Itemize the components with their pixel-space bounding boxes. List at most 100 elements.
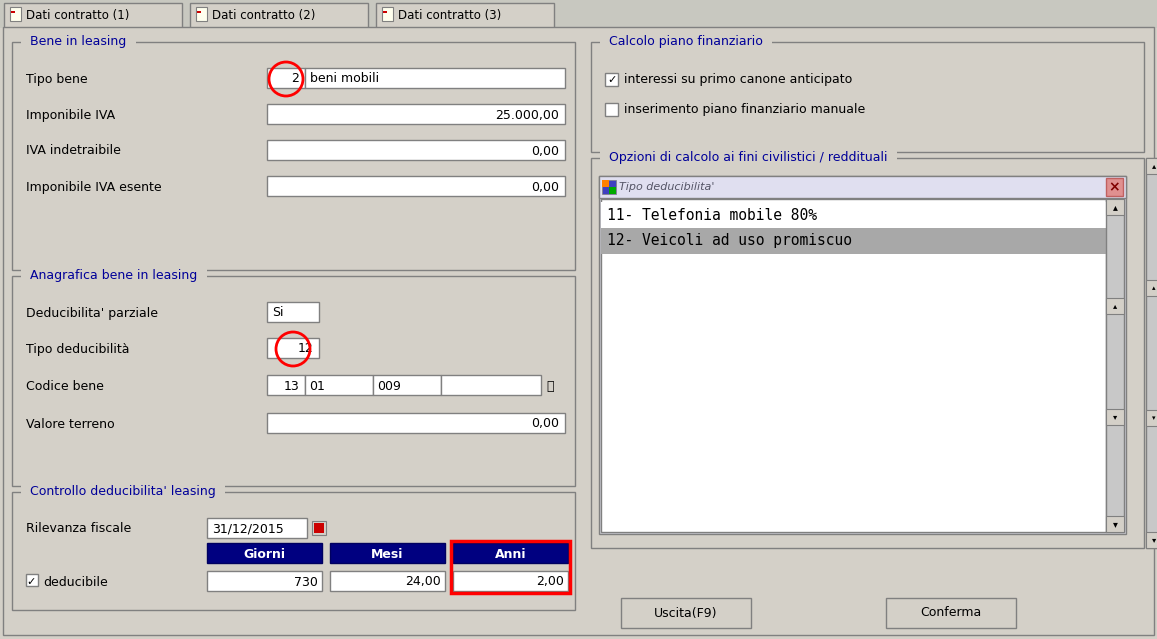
Bar — [10, 7, 21, 21]
Bar — [207, 571, 322, 591]
Text: ▴: ▴ — [1152, 285, 1156, 291]
Text: 12: 12 — [297, 343, 314, 355]
Text: IVA indetraibile: IVA indetraibile — [25, 144, 120, 157]
Bar — [330, 543, 445, 563]
Bar — [0, 0, 1157, 28]
Text: Anni: Anni — [495, 548, 526, 560]
Text: ✓: ✓ — [25, 577, 36, 587]
Bar — [305, 68, 565, 88]
Text: Uscita(F9): Uscita(F9) — [654, 606, 717, 619]
Bar — [267, 338, 319, 358]
Bar — [599, 176, 1126, 534]
Bar — [600, 199, 1106, 532]
Bar — [1145, 158, 1157, 174]
Text: ▴: ▴ — [1152, 162, 1156, 171]
Bar — [12, 11, 15, 13]
Text: Tipo deducibilita': Tipo deducibilita' — [619, 182, 714, 192]
Text: Dati contratto (1): Dati contratto (1) — [25, 10, 130, 22]
Bar — [605, 73, 618, 86]
Bar — [621, 598, 751, 628]
Text: 0,00: 0,00 — [531, 144, 559, 157]
Bar — [373, 375, 441, 395]
Text: 2,00: 2,00 — [536, 576, 563, 589]
Text: ▴: ▴ — [1113, 202, 1118, 212]
Bar — [267, 413, 565, 433]
Text: 31/12/2015: 31/12/2015 — [212, 523, 283, 535]
Bar — [267, 375, 305, 395]
Bar — [599, 176, 1126, 198]
Text: Opzioni di calcolo ai fini civilistici / reddituali: Opzioni di calcolo ai fini civilistici /… — [600, 151, 896, 164]
Bar — [312, 521, 326, 535]
Bar — [591, 158, 1144, 548]
Text: Imponibile IVA esente: Imponibile IVA esente — [25, 180, 162, 194]
Bar — [314, 523, 324, 533]
Bar — [12, 42, 575, 270]
Text: 0,00: 0,00 — [531, 417, 559, 431]
Bar — [609, 187, 616, 194]
Text: 0,00: 0,00 — [531, 180, 559, 194]
Text: Tipo bene: Tipo bene — [25, 72, 88, 86]
Text: Giorni: Giorni — [243, 548, 286, 560]
Text: 2: 2 — [292, 72, 299, 86]
Text: ▾: ▾ — [1113, 413, 1118, 422]
Bar — [1145, 158, 1157, 548]
Bar — [305, 375, 373, 395]
Text: 11- Telefonia mobile 80%: 11- Telefonia mobile 80% — [607, 208, 817, 222]
Bar — [267, 68, 305, 88]
Bar — [330, 571, 445, 591]
Text: Codice bene: Codice bene — [25, 380, 104, 392]
Bar — [267, 176, 565, 196]
Bar — [454, 543, 568, 563]
Text: Dati contratto (3): Dati contratto (3) — [398, 10, 501, 22]
Text: 01: 01 — [309, 380, 325, 392]
Text: 730: 730 — [294, 576, 318, 589]
Text: 25.000,00: 25.000,00 — [495, 109, 559, 121]
Bar — [1106, 298, 1123, 314]
Bar — [605, 103, 618, 116]
Text: ×: × — [1108, 180, 1120, 194]
Bar — [1106, 178, 1123, 196]
Bar — [207, 543, 322, 563]
Bar — [382, 7, 393, 21]
Text: deducibile: deducibile — [43, 576, 108, 589]
Bar — [602, 180, 609, 187]
Text: Calcolo piano finanziario: Calcolo piano finanziario — [600, 36, 771, 49]
Bar — [12, 492, 575, 610]
Bar — [451, 541, 570, 593]
Bar — [602, 180, 616, 194]
Text: Si: Si — [272, 307, 283, 320]
Bar — [196, 7, 207, 21]
Bar — [1106, 199, 1123, 532]
Text: Tipo deducibilità: Tipo deducibilità — [25, 343, 130, 355]
Bar — [886, 598, 1016, 628]
Text: inserimento piano finanziario manuale: inserimento piano finanziario manuale — [624, 104, 865, 116]
Bar — [1145, 532, 1157, 548]
Bar — [1106, 516, 1123, 532]
Text: Rilevanza fiscale: Rilevanza fiscale — [25, 523, 131, 535]
Bar — [12, 276, 575, 486]
Bar — [25, 574, 38, 586]
Text: 24,00: 24,00 — [405, 576, 441, 589]
Bar — [1106, 199, 1123, 215]
Text: Deducibilita' parziale: Deducibilita' parziale — [25, 307, 159, 320]
Text: ▾: ▾ — [1152, 535, 1156, 544]
Text: ▾: ▾ — [1152, 415, 1156, 421]
Text: ▾: ▾ — [1113, 519, 1118, 529]
Text: Valore terreno: Valore terreno — [25, 417, 115, 431]
Text: beni mobili: beni mobili — [310, 72, 379, 86]
Bar — [3, 3, 182, 28]
Bar — [1145, 280, 1157, 296]
Text: Mesi: Mesi — [371, 548, 404, 560]
Bar — [383, 11, 386, 13]
Text: 009: 009 — [377, 380, 400, 392]
Bar — [591, 42, 1144, 152]
Bar — [267, 104, 565, 124]
Text: Bene in leasing: Bene in leasing — [22, 36, 134, 49]
Bar — [600, 202, 1106, 228]
Text: Dati contratto (2): Dati contratto (2) — [212, 10, 316, 22]
Text: Anagrafica bene in leasing: Anagrafica bene in leasing — [22, 270, 205, 282]
Bar — [376, 3, 554, 28]
Text: interessi su primo canone anticipato: interessi su primo canone anticipato — [624, 73, 853, 86]
Bar — [267, 140, 565, 160]
Bar — [267, 302, 319, 322]
